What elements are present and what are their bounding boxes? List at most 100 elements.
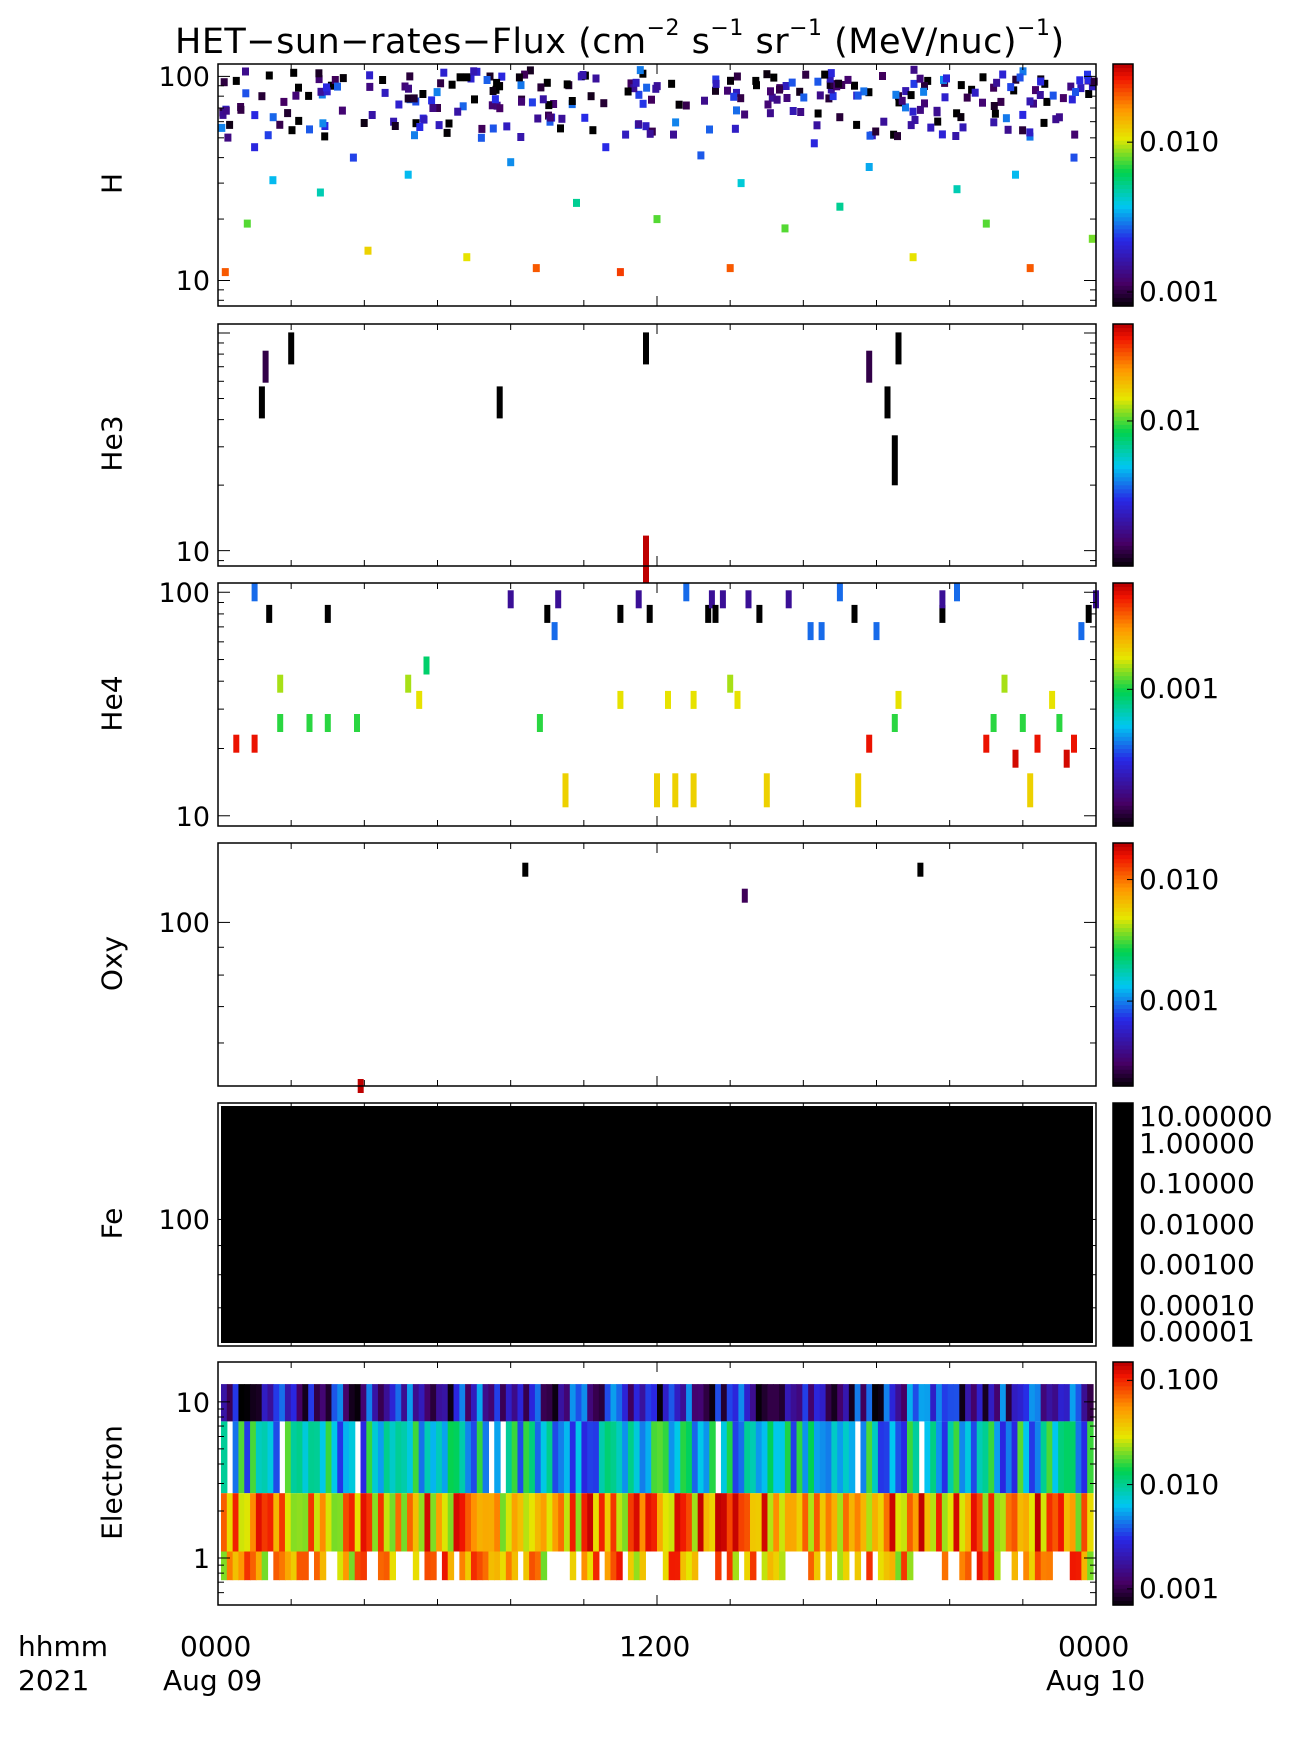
panel-electron-band2-cell-88 [732,1493,739,1552]
colorbar-electron-segment-28 [1113,1475,1133,1481]
panel-electron-band1-cell-36 [430,1421,437,1494]
panel-electron-band1-cell-87 [726,1421,734,1494]
panel-electron-band2-cell-106 [837,1493,844,1552]
panel-electron-band2-cell-43 [470,1493,478,1552]
panel-h-texture-81 [1049,91,1057,100]
panel-electron-band1-cell-134 [999,1421,1007,1494]
colorbar-oxy-segment-13 [1113,895,1133,901]
panel-electron-band2-cell-60 [569,1493,577,1552]
panel-electron-band2-cell-141 [1040,1493,1048,1552]
panel-electron-band2-cell-139 [1029,1493,1036,1552]
panel-electron-band3-cell-79 [680,1551,687,1581]
panel-electron-band1-cell-105 [831,1421,838,1494]
panel-electron-band3-cell-107 [843,1551,850,1581]
panel-electron-band3-cell-11 [284,1551,292,1581]
colorbar-he4-segment-58 [1113,817,1133,823]
colorbar-he4-segment-36 [1113,728,1133,734]
colorbar-he4-segment-38 [1113,736,1133,742]
colorbar-oxy-segment-38 [1113,996,1133,1002]
panel-electron-band2-cell-17 [319,1493,327,1552]
colorbar-he3-segment-38 [1113,477,1133,482]
panel-electron-band3-cell-111 [866,1551,873,1581]
panel-he4-cell-61 [1071,734,1077,753]
colorbar-electron-segment-26 [1113,1467,1133,1472]
colorbar-electron-segment-52 [1113,1572,1133,1578]
panel-electron-band2-cell-132 [988,1493,995,1552]
panel-electron-band2-cell-47 [494,1493,501,1552]
colorbar-h-segment-44 [1113,241,1133,247]
panel-h-cell-65 [1088,234,1096,243]
panel-electron-band3-cell-0 [221,1551,228,1581]
panel-h-texture-37 [921,99,928,108]
panel-electron-band2-cell-78 [674,1493,681,1552]
panel-h-cell-18 [434,104,441,112]
panel-h-texture-2 [366,71,374,80]
panel-electron-band0-cell-51 [517,1384,524,1422]
panel-electron-band2-cell-22 [348,1493,356,1552]
panel-electron-band3-cell-52 [523,1551,530,1581]
panel-electron-band2-cell-63 [587,1493,594,1552]
panel-h-texture-101 [816,91,824,100]
colorbar-h-segment-40 [1113,225,1133,230]
panel-electron-band1-cell-142 [1046,1421,1053,1494]
panel-electron-band2-cell-104 [825,1493,832,1552]
panel-electron-band3-cell-78 [674,1551,681,1581]
colorbar-oxy-segment-11 [1113,887,1133,893]
colorbar-oxy-segment-51 [1113,1049,1133,1055]
panel-electron-band0-cell-74 [651,1384,658,1422]
colorbar-h-segment-14 [1113,120,1133,126]
panel-electron-band2-cell-4 [244,1493,251,1552]
panel-h-texture-248 [265,71,273,80]
panel-electron-band2-cell-44 [476,1493,484,1552]
panel-electron-band0-cell-35 [424,1384,431,1422]
panel-electron-band0-cell-80 [686,1384,693,1422]
panel-h-texture-143 [639,99,647,108]
colorbar-he4-segment-52 [1113,793,1133,799]
panel-electron-band2-cell-111 [866,1493,873,1552]
panel-electron-band3-cell-2 [232,1551,240,1581]
panel-h-cell-48 [851,81,858,90]
panel-he4-cell-14 [536,714,543,732]
panel-electron-band0-cell-48 [500,1384,507,1422]
panel-h-cell-31 [616,268,624,277]
panel-electron-band0-cell-5 [250,1384,257,1422]
panel-h-cell-23 [507,158,515,167]
colorbar-h-segment-50 [1113,265,1133,271]
panel-electron-band1-cell-146 [1069,1421,1077,1494]
panel-he4-cell-52 [990,714,997,732]
panel-h-texture-27 [1052,115,1060,124]
panel-he4-cell-18 [562,773,569,808]
panel-electron-band0-cell-16 [314,1384,321,1422]
colorbar-h-segment-7 [1113,92,1133,97]
panel-electron-band1-cell-117 [901,1421,908,1494]
colorbar-electron-segment-33 [1113,1495,1133,1501]
panel-electron-band0-cell-105 [831,1384,838,1422]
panel-h-cell-7 [295,83,302,92]
colorbar-h-frame [1112,63,1134,307]
panel-h-texture-164 [539,95,547,104]
panel-electron-band0-cell-95 [773,1384,780,1422]
panel-h-texture-206 [672,118,680,127]
panel-h-texture-250 [727,76,734,85]
panel-electron-band0-cell-127 [959,1384,966,1422]
panel-electron-band3-cell-38 [441,1551,449,1581]
colorbar-he4-segment-11 [1113,627,1133,633]
panel-electron-band2-cell-120 [918,1493,926,1552]
colorbar-oxy-segment-31 [1113,968,1133,974]
panel-h-texture-160 [916,74,924,83]
panel-electron-band2-cell-130 [976,1493,984,1552]
panel-electron-band2-cell-143 [1052,1493,1059,1552]
panel-electron-band0-cell-88 [732,1384,739,1422]
panel-electron-band2-cell-140 [1034,1493,1042,1552]
panel-electron-band3-cell-36 [430,1551,437,1581]
panel-electron-band2-cell-74 [651,1493,658,1552]
colorbar-electron-segment-56 [1113,1588,1133,1594]
panel-electron-band1-cell-126 [953,1421,960,1494]
panel-electron-band0-cell-31 [401,1384,408,1422]
colorbar-oxy-segment-26 [1113,948,1133,953]
panel-electron-band3-cell-94 [767,1551,774,1581]
panel-electron-band2-cell-119 [912,1493,920,1552]
panel-he4-cell-1 [251,734,258,753]
panel-h-cell-45 [810,139,818,148]
colorbar-h-segment-28 [1113,176,1133,182]
